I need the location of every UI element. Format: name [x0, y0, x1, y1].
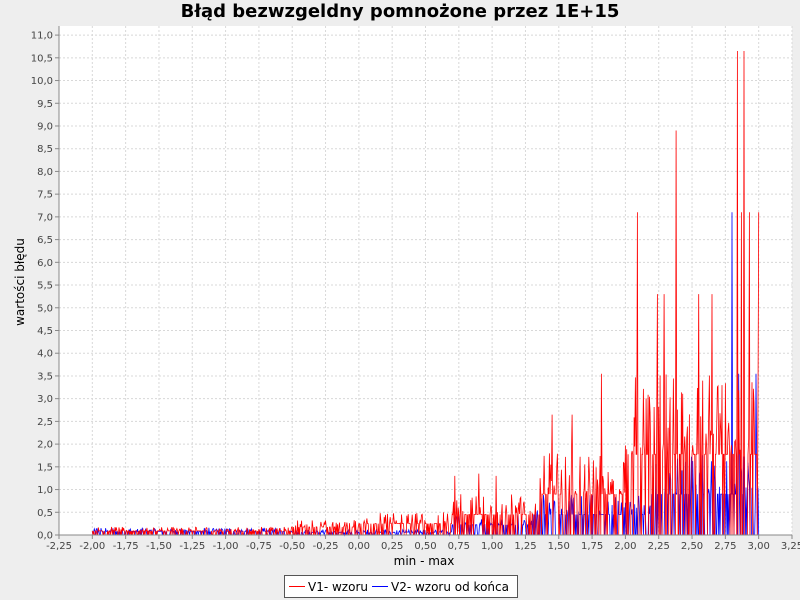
y-tick-label: 6,5: [37, 235, 53, 246]
x-tick-label: 0,25: [381, 541, 403, 552]
x-tick-label: 2,25: [648, 541, 670, 552]
legend-item-v1: V1- wzoru: [289, 580, 368, 594]
y-tick-label: 4,0: [37, 349, 53, 360]
legend: V1- wzoru V2- wzoru od końca: [284, 575, 518, 598]
y-tick-label: 10,0: [31, 76, 53, 87]
y-tick-label: 0,5: [37, 508, 53, 519]
y-tick-label: 9,5: [37, 99, 53, 110]
x-tick-label: -1,25: [179, 541, 205, 552]
legend-label-v2: V2- wzoru od końca: [390, 579, 509, 594]
legend-item-v2: V2- wzoru od końca: [371, 579, 509, 594]
y-tick-label: 5,0: [37, 303, 53, 314]
x-tick-label: -0,50: [279, 541, 305, 552]
y-tick-label: 4,5: [37, 326, 53, 337]
y-tick-label: 11,0: [31, 31, 53, 42]
y-tick-label: 10,5: [31, 53, 53, 64]
axes: 0,0 0,5 1,0 1,5 2,0 2,5 3,0 3,5 4,0 4,5 5,0 5,5 6,0 6…: [31, 26, 800, 552]
x-tick-label: 2,00: [614, 541, 636, 552]
x-tick-label: -1,00: [213, 541, 239, 552]
y-tick-label: 0,0: [37, 531, 53, 542]
y-tick-label: 2,5: [37, 417, 53, 428]
x-tick-label: 3,25: [781, 541, 800, 552]
x-axis-label: min - max: [394, 554, 455, 568]
x-tick-label: 3,00: [748, 541, 770, 552]
legend-swatch-red: [289, 586, 305, 587]
y-axis-label: wartości błędu: [13, 238, 27, 326]
x-tick-label: -2,25: [46, 541, 72, 552]
y-tick-label: 1,0: [37, 485, 53, 496]
y-tick-label: 7,0: [37, 212, 53, 223]
x-tick-label: 1,75: [581, 541, 603, 552]
x-tick-label: 0,75: [448, 541, 470, 552]
y-tick-label: 2,0: [37, 440, 53, 451]
y-tick-label: 5,5: [37, 281, 53, 292]
x-tick-label: -0,25: [313, 541, 339, 552]
x-tick-label: 1,00: [481, 541, 503, 552]
chart-title: Błąd bezwzgeldny pomnożone przez 1E+15: [180, 1, 620, 22]
y-tick-label: 7,5: [37, 190, 53, 201]
y-tick-label: 3,5: [37, 371, 53, 382]
legend-label-v1: V1- wzoru: [308, 579, 368, 594]
y-tick-label: 6,0: [37, 258, 53, 269]
x-tick-label: 1,50: [548, 541, 570, 552]
y-tick-label: 1,5: [37, 462, 53, 473]
y-tick-label: 8,5: [37, 144, 53, 155]
x-tick-label: -1,75: [113, 541, 139, 552]
x-tick-label: -1,50: [146, 541, 172, 552]
x-tick-label: 2,50: [681, 541, 703, 552]
x-tick-label: 0,00: [348, 541, 370, 552]
x-tick-label: 2,75: [714, 541, 736, 552]
series-line-v1: [91, 50, 760, 536]
y-tick-label: 3,0: [37, 394, 53, 405]
x-tick-label: -0,75: [246, 541, 272, 552]
x-tick-label: 0,50: [414, 541, 436, 552]
x-tick-label: -2,00: [79, 541, 105, 552]
y-tick-label: 9,0: [37, 121, 53, 132]
x-tick-label: 1,25: [514, 541, 536, 552]
y-tick-label: 8,0: [37, 167, 53, 178]
legend-swatch-blue: [371, 586, 388, 587]
